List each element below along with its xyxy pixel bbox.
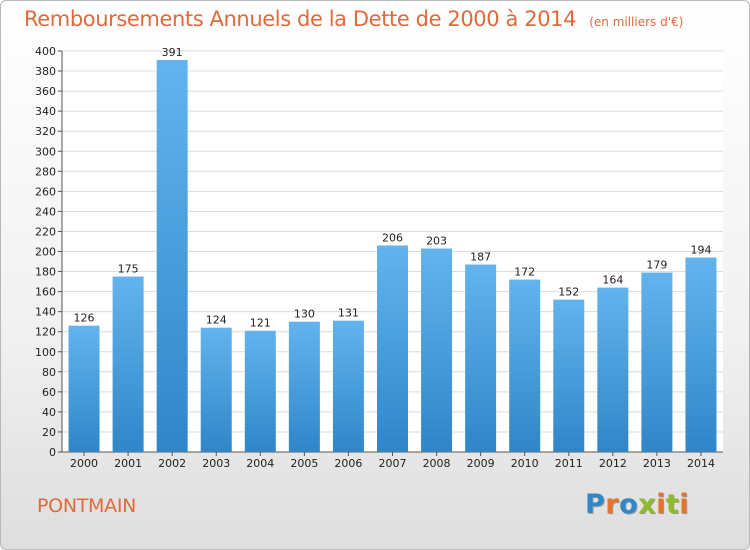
bar-2004 bbox=[244, 330, 276, 452]
logo-letter: P bbox=[585, 489, 606, 520]
bar-2007 bbox=[377, 245, 408, 452]
chart-heading: Remboursements Annuels de la Dette de 20… bbox=[24, 7, 683, 31]
x-tick-label-2014: 2014 bbox=[687, 457, 715, 470]
y-tick-label: 220 bbox=[35, 225, 56, 238]
data-label-2014: 194 bbox=[690, 244, 711, 257]
data-label-2012: 164 bbox=[602, 274, 623, 287]
y-tick-label: 320 bbox=[35, 125, 56, 138]
x-tick-label-2010: 2010 bbox=[511, 457, 539, 470]
y-tick-label: 180 bbox=[35, 266, 56, 279]
bar-2012 bbox=[597, 287, 629, 452]
bar-2010 bbox=[509, 279, 541, 452]
data-label-2001: 175 bbox=[118, 263, 139, 276]
x-tick-label-2008: 2008 bbox=[423, 457, 451, 470]
data-label-2004: 121 bbox=[250, 317, 271, 330]
logo-letter: x bbox=[638, 489, 657, 520]
data-label-2010: 172 bbox=[514, 266, 535, 279]
chart-title: Remboursements Annuels de la Dette de 20… bbox=[24, 7, 577, 31]
y-tick-label: 340 bbox=[35, 105, 56, 118]
x-tick-label-2004: 2004 bbox=[246, 457, 274, 470]
y-tick-label: 280 bbox=[35, 165, 56, 178]
data-label-2002: 391 bbox=[162, 46, 183, 59]
data-label-2003: 124 bbox=[206, 314, 227, 327]
y-tick-label: 260 bbox=[35, 185, 56, 198]
bar-2013 bbox=[641, 272, 673, 452]
data-label-2011: 152 bbox=[558, 286, 579, 299]
y-tick-label: 380 bbox=[35, 65, 56, 78]
logo-letter: i bbox=[656, 489, 666, 520]
bar-2003 bbox=[200, 327, 232, 452]
data-label-2008: 203 bbox=[426, 234, 447, 247]
x-tick-label-2003: 2003 bbox=[202, 457, 230, 470]
commune-name: PONTMAIN bbox=[37, 495, 137, 517]
proxiti-logo: Proxiti bbox=[585, 489, 689, 520]
chart-subtitle: (en milliers d'€) bbox=[589, 15, 684, 29]
x-tick-label-2009: 2009 bbox=[467, 457, 495, 470]
y-tick-label: 240 bbox=[35, 205, 56, 218]
x-tick-label-2007: 2007 bbox=[379, 457, 407, 470]
y-tick-label: 160 bbox=[35, 286, 56, 299]
bar-2014 bbox=[685, 257, 717, 452]
x-tick-label-2013: 2013 bbox=[643, 457, 671, 470]
logo-letter: r bbox=[605, 489, 620, 520]
bar-2002 bbox=[156, 60, 188, 453]
y-tick-label: 60 bbox=[42, 386, 56, 399]
y-tick-label: 400 bbox=[35, 45, 56, 58]
x-tick-label-2006: 2006 bbox=[334, 457, 362, 470]
bar-2006 bbox=[332, 320, 364, 452]
y-tick-label: 0 bbox=[49, 446, 56, 459]
y-tick-label: 200 bbox=[35, 246, 56, 259]
logo-letter: i bbox=[679, 489, 690, 520]
bar-2005 bbox=[288, 321, 320, 452]
bar-2000 bbox=[68, 325, 100, 452]
logo-letter: o bbox=[619, 489, 639, 520]
x-tick-label-2012: 2012 bbox=[599, 457, 627, 470]
y-tick-label: 100 bbox=[35, 346, 56, 359]
y-tick-label: 300 bbox=[35, 145, 56, 158]
bar-2001 bbox=[112, 276, 144, 452]
y-tick-label: 80 bbox=[42, 366, 56, 379]
y-tick-label: 20 bbox=[42, 426, 56, 439]
data-label-2000: 126 bbox=[74, 312, 95, 325]
data-label-2007: 206 bbox=[382, 231, 403, 244]
data-label-2013: 179 bbox=[646, 259, 667, 272]
bar-2011 bbox=[553, 299, 585, 452]
bar-2009 bbox=[465, 264, 497, 452]
logo-letter: t bbox=[665, 489, 680, 520]
x-tick-label-2011: 2011 bbox=[555, 457, 583, 470]
x-tick-label-2002: 2002 bbox=[158, 457, 186, 470]
x-tick-label-2005: 2005 bbox=[290, 457, 318, 470]
data-label-2005: 130 bbox=[294, 308, 315, 321]
x-tick-label-2000: 2000 bbox=[70, 457, 98, 470]
bar-2008 bbox=[421, 248, 453, 452]
x-tick-label-2001: 2001 bbox=[114, 457, 142, 470]
y-tick-label: 40 bbox=[42, 406, 56, 419]
data-label-2009: 187 bbox=[470, 251, 491, 264]
y-tick-label: 140 bbox=[35, 306, 56, 319]
data-label-2006: 131 bbox=[338, 307, 359, 320]
y-tick-label: 360 bbox=[35, 85, 56, 98]
y-tick-label: 120 bbox=[35, 326, 56, 339]
